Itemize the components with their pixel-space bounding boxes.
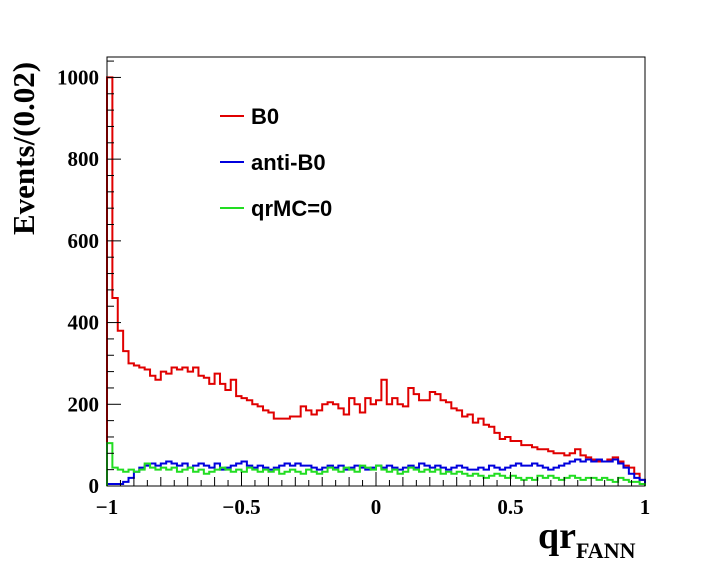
x-tick-label: 0: [371, 495, 382, 519]
y-tick-label: 600: [68, 229, 100, 253]
x-tick-label: −0.5: [222, 495, 260, 519]
x-axis-label-main: qr: [538, 515, 576, 557]
axis-ticks: [106, 60, 646, 487]
y-tick-label: 800: [68, 147, 100, 171]
plot-frame: [106, 56, 646, 487]
y-axis-label: Events/(0.02): [6, 62, 41, 235]
legend-label-anti-b0: anti-B0: [251, 150, 326, 175]
y-tick-label: 400: [68, 311, 100, 335]
x-axis-label-subscript: FANN: [576, 538, 636, 563]
series-layer: [106, 76, 646, 486]
series-qrmc-0-histogram: [106, 442, 646, 486]
legend-label-qrmc-0: qrMC=0: [251, 196, 332, 221]
legend: B0 anti-B0 qrMC=0: [220, 104, 332, 221]
x-tick-label: 1: [640, 495, 651, 519]
series-b0-histogram: [106, 76, 646, 486]
x-tick-label: 0.5: [497, 495, 523, 519]
x-tick-label: −1: [96, 495, 118, 519]
x-axis-label: qrFANN: [538, 515, 636, 563]
y-tick-label: 200: [68, 392, 100, 416]
tick-labels: −1 −0.5 0 0.5 1 0 200 400 600 800 1000: [57, 65, 650, 519]
y-tick-label: 0: [89, 474, 100, 498]
y-tick-label: 1000: [57, 65, 99, 89]
legend-label-b0: B0: [251, 104, 279, 129]
